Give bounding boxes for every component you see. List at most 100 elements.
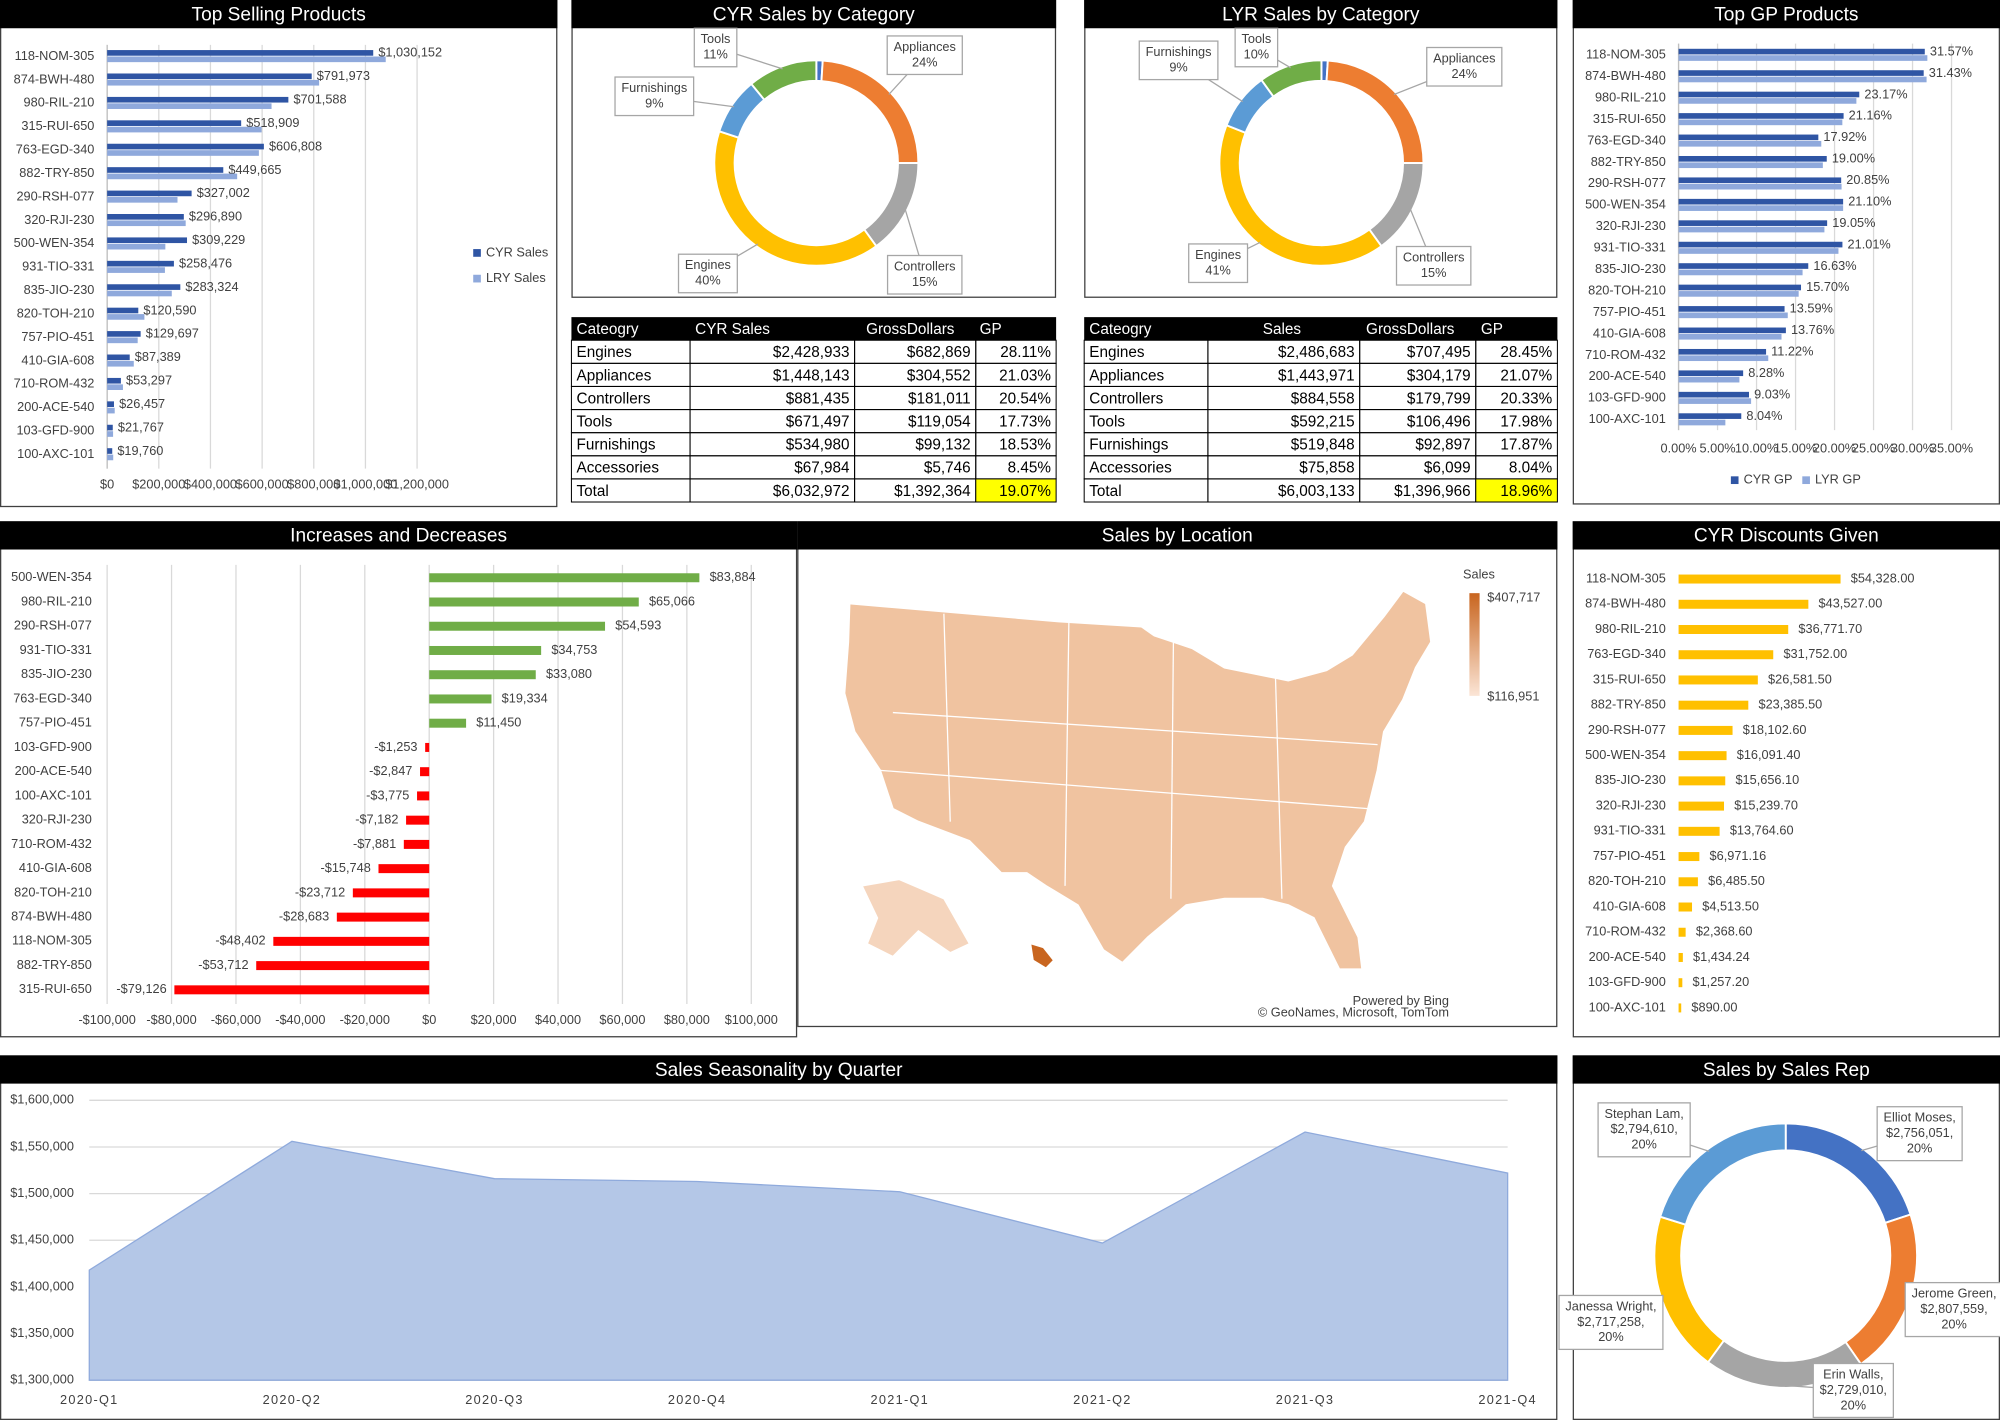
data-label: $31,752.00 (1783, 646, 1847, 661)
y-tick-label: 315-RUI-650 (21, 118, 94, 133)
y-tick-label: 835-JIO-230 (1595, 261, 1666, 276)
bar (352, 888, 430, 898)
table-cell-text: Furnishings (577, 437, 656, 454)
data-label: -$79,126 (116, 981, 166, 996)
data-label: 17.92% (1823, 129, 1866, 144)
bar (1678, 306, 1785, 312)
bar (1678, 398, 1752, 404)
bar (107, 431, 114, 437)
bar (107, 314, 145, 320)
bar (1678, 269, 1803, 276)
table-cell-text: $99,132 (915, 437, 970, 454)
bar (107, 190, 192, 197)
y-tick-label: 500-WEN-354 (14, 235, 95, 250)
bar (107, 237, 188, 244)
y-tick-label: 820-TOH-210 (17, 305, 95, 320)
table-header-cell: GrossDollars (866, 321, 955, 338)
x-tick-label: -$100,000 (78, 1012, 135, 1027)
table-cell-text: $75,858 (1299, 460, 1354, 477)
data-label: $19,334 (502, 690, 548, 705)
donut-slice (1658, 1122, 1787, 1226)
map-region (861, 878, 971, 958)
x-tick-label: 2020-Q1 (60, 1392, 119, 1407)
data-label: 20% (1598, 1329, 1624, 1344)
table-cell-text: $67,984 (794, 460, 850, 477)
bar (107, 337, 138, 344)
x-tick-label: 2020-Q3 (465, 1392, 524, 1407)
data-label: $19,760 (117, 443, 163, 458)
y-tick-label: 118-NOM-305 (12, 933, 92, 948)
y-tick-label: 320-RJI-230 (1596, 218, 1666, 233)
y-tick-label: 710-ROM-432 (14, 376, 95, 391)
bar (1678, 348, 1767, 355)
bar (1678, 183, 1842, 190)
data-label: 8.28% (1748, 365, 1784, 380)
table-cell (975, 478, 1057, 503)
bar (107, 284, 181, 290)
map-border (1170, 635, 1175, 899)
x-tick-label: 20.00% (1813, 441, 1856, 456)
bar (1678, 55, 1928, 61)
data-label: 10% (1244, 47, 1270, 62)
bar (1678, 134, 1819, 141)
data-callout: Stephan Lam,$2,794,610,20% (1597, 1102, 1710, 1158)
y-tick-label: 118-NOM-305 (1586, 570, 1666, 585)
y-tick-label: 931-TIO-331 (22, 259, 94, 274)
table-cell-text: Appliances (577, 367, 652, 384)
y-tick-label: 710-ROM-432 (1585, 347, 1666, 362)
data-label: 20.85% (1846, 172, 1889, 187)
bar (1678, 284, 1802, 291)
data-label: $1,434.24 (1693, 949, 1750, 964)
table-cell-text: $881,435 (786, 390, 850, 407)
y-tick-label: 931-TIO-331 (1594, 240, 1666, 255)
bar (107, 103, 272, 109)
table-header-cell: GrossDollars (1366, 321, 1455, 338)
data-label: Janessa Wright, (1565, 1298, 1656, 1313)
y-tick-label: 315-RUI-650 (1593, 671, 1666, 686)
table-cell-text: 28.45% (1500, 344, 1552, 361)
panel-title: Top Selling Products (192, 4, 366, 25)
legend-label: $407,717 (1487, 590, 1540, 605)
panel-header (0, 1055, 1558, 1084)
table-cell-text: 19.07% (999, 483, 1051, 500)
x-tick-label: $0 (100, 477, 114, 492)
table-header-cell: GP (1481, 321, 1503, 338)
x-tick-label: 2021-Q1 (871, 1392, 930, 1407)
x-tick-label: $80,000 (664, 1012, 710, 1027)
donut-slice (1260, 59, 1323, 98)
x-tick-label: 30.00% (1891, 441, 1934, 456)
data-label: $2,807,559, (1920, 1301, 1987, 1316)
x-tick-label: $20,000 (471, 1012, 517, 1027)
bar (107, 290, 172, 297)
data-label: $21,767 (118, 419, 164, 434)
highlight-cell (975, 478, 1057, 503)
panel-title: Sales by Location (1102, 526, 1253, 547)
data-label: $701,588 (293, 91, 346, 106)
data-label: 19.00% (1832, 151, 1875, 166)
data-label: $791,973 (317, 68, 370, 83)
table-cell-text: $6,099 (1424, 460, 1471, 477)
data-label: $258,476 (179, 255, 232, 270)
data-label: Controllers (1403, 249, 1465, 264)
data-label: $26,581.50 (1768, 671, 1832, 686)
table-header (1084, 317, 1558, 341)
x-tick-label: 2020-Q4 (668, 1392, 727, 1407)
y-tick-label: 980-RIL-210 (24, 95, 95, 110)
map-border (880, 769, 1372, 810)
table-cell-text: $707,495 (1407, 344, 1471, 361)
table-cell-text: Engines (1089, 344, 1145, 361)
bar (1678, 801, 1725, 811)
panel-title: CYR Discounts Given (1694, 526, 1879, 547)
y-tick-label: 835-JIO-230 (1595, 772, 1666, 787)
y-tick-label: 410-GIA-608 (21, 352, 94, 367)
panel-header (1572, 1055, 2000, 1084)
data-label: $83,884 (710, 569, 756, 584)
data-label: 13.76% (1791, 322, 1834, 337)
data-label: $54,328.00 (1851, 570, 1915, 585)
legend-label: LRY Sales (486, 270, 546, 285)
y-tick-label: 980-RIL-210 (1595, 89, 1666, 104)
data-label: Tools (701, 31, 731, 46)
